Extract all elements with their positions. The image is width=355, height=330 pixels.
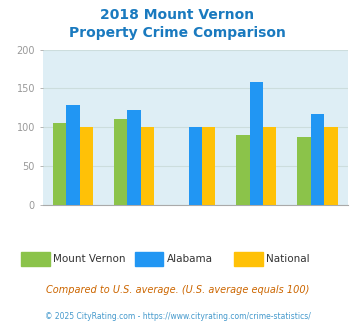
Bar [66, 105, 80, 205]
Bar [236, 135, 250, 205]
Bar [297, 137, 311, 205]
Text: © 2025 CityRating.com - https://www.cityrating.com/crime-statistics/: © 2025 CityRating.com - https://www.city… [45, 312, 310, 321]
Bar [114, 119, 127, 205]
Bar [127, 110, 141, 205]
Bar [53, 123, 66, 205]
Text: Alabama: Alabama [167, 254, 213, 264]
Bar [189, 127, 202, 205]
Bar [141, 127, 154, 205]
Bar [202, 127, 215, 205]
Text: Compared to U.S. average. (U.S. average equals 100): Compared to U.S. average. (U.S. average … [46, 285, 309, 295]
Bar [80, 127, 93, 205]
Text: 2018 Mount Vernon
Property Crime Comparison: 2018 Mount Vernon Property Crime Compari… [69, 8, 286, 40]
Text: National: National [266, 254, 310, 264]
Bar [263, 127, 277, 205]
Text: Mount Vernon: Mount Vernon [53, 254, 126, 264]
Bar [324, 127, 338, 205]
Bar [311, 114, 324, 205]
Bar [250, 82, 263, 205]
